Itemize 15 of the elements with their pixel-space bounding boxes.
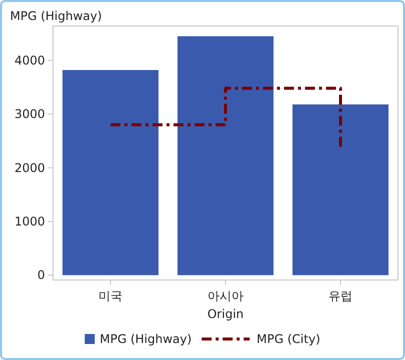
bar — [62, 70, 159, 276]
y-tick-label: 1000 — [14, 214, 45, 228]
y-tick-label: 4000 — [14, 53, 45, 68]
bar — [292, 104, 389, 276]
x-tick-label: 아시아 — [208, 289, 244, 303]
legend-label: MPG (Highway) — [100, 332, 192, 346]
y-tick-label: 2000 — [14, 160, 45, 175]
y-tick-label: 0 — [37, 268, 45, 282]
legend-label: MPG (City) — [256, 332, 320, 346]
x-tick-label: 미국 — [98, 289, 122, 303]
y-axis-title: MPG (Highway) — [10, 9, 102, 23]
bar — [177, 36, 274, 276]
x-tick-label: 유럽 — [328, 289, 352, 303]
y-tick-label: 3000 — [14, 107, 45, 122]
x-axis-title: Origin — [207, 307, 244, 321]
